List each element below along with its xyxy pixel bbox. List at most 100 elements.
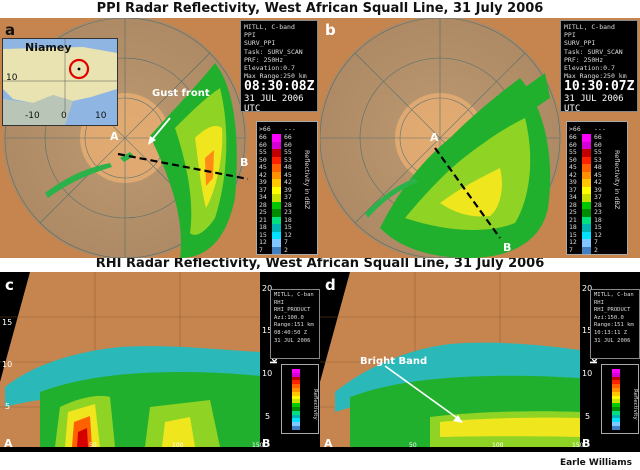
legend-swatch [582, 149, 591, 157]
inset-lon-tick-3: 10 [95, 111, 107, 121]
radar-info-box-b: MITLL, C-band PPI SURV_PPI Task: SURV_SC… [560, 20, 638, 114]
image-credit: Earle Williams [559, 458, 632, 468]
radar-info-box-a: MITLL, C-band PPI SURV_PPI Task: SURV_SC… [240, 20, 318, 114]
point-b-label-b: B [503, 241, 512, 254]
legend-left-value: 28 [569, 200, 577, 209]
y-tick-c-15: 15 [2, 318, 13, 327]
legend-left-value: 50 [569, 155, 577, 164]
legend-right-value: 18 [284, 215, 292, 224]
legend-left-value: 7 [259, 245, 263, 254]
legend-right-value: 37 [594, 193, 602, 201]
legend-swatch [612, 369, 620, 373]
legend-swatch [582, 186, 591, 194]
legend-swatch [292, 422, 300, 426]
legend-swatch [612, 410, 620, 415]
legend-left-value: 15 [569, 230, 577, 239]
info-line: Task: SURV_SCAN [564, 47, 623, 56]
info-line: 10:13:11 Z [594, 329, 628, 336]
legend-right-value: 48 [284, 163, 292, 171]
radar-info-box-c: MITLL, C-ban RHI RHI_PRODUCT Azi:100.0 R… [270, 289, 320, 359]
legend-swatch [292, 414, 300, 419]
cross-section-line-a [117, 152, 249, 181]
info-line: PRF: 250Hz [244, 55, 284, 64]
x-tick-c-100: 100 [172, 442, 184, 449]
info-line: PPI [244, 31, 256, 40]
info-line: MITLL, C-ban [594, 292, 634, 298]
scan-time-a: 08:30:08Z [244, 79, 315, 95]
info-line: PPI [564, 31, 576, 40]
legend-swatch [292, 403, 300, 407]
legend-right-value: 66 [594, 133, 602, 141]
legend-left-value: 60 [259, 140, 267, 149]
x-tick-d-150: 150 [572, 442, 584, 449]
legend-swatch [272, 231, 281, 239]
legend-left-value: 34 [259, 193, 267, 201]
legend-swatch [272, 224, 281, 232]
legend-left-value: 60 [569, 140, 577, 149]
legend-top-right: --- [594, 125, 606, 133]
legend-right-value: 28 [594, 200, 602, 209]
y-tick-c-5: 5 [5, 402, 11, 411]
x-tick-c-150: 150 [252, 442, 264, 449]
legend-left-value: 45 [569, 163, 577, 171]
point-a-label-b: A [430, 131, 439, 144]
legend-swatch [272, 194, 281, 202]
info-line: 08:40:50 Z [274, 329, 308, 336]
info-line: MITLL, C-band [564, 23, 615, 31]
cross-section-line-b [434, 147, 501, 239]
legend-right-value: 42 [594, 178, 602, 186]
ppi-panel-b: b A B MITLL, C-band PPI SURV_PPI Task: S… [320, 18, 640, 258]
legend-swatch [292, 391, 300, 396]
legend-swatch [582, 179, 591, 187]
legend-top-label: >66 [569, 125, 581, 133]
legend-swatch [272, 156, 281, 164]
legend-right-value: 37 [284, 193, 292, 201]
legend-top-label: >66 [259, 125, 271, 133]
legend-right-value: 55 [284, 148, 292, 156]
point-a-label-a: A [110, 130, 119, 143]
info-line: PRF: 250Hz [564, 55, 604, 64]
legend-swatch [292, 399, 300, 404]
legend-left-value: 55 [569, 148, 577, 156]
legend-left-value: 50 [259, 155, 267, 164]
legend-swatch [612, 418, 620, 423]
legend-right-value: 15 [284, 223, 292, 231]
legend-right-value: 12 [284, 230, 292, 239]
info-line: RHI [594, 299, 604, 306]
info-line: Task: SURV_SCAN [244, 47, 303, 56]
legend-top-right: --- [284, 125, 296, 133]
y-tick-c-5-right: 5 [265, 412, 271, 421]
legend-swatch [272, 164, 281, 172]
legend-title-b: Reflectivity in dBZ [613, 150, 621, 210]
legend-swatch [272, 179, 281, 187]
legend-swatch [292, 380, 300, 385]
legend-left-value: 55 [259, 148, 267, 156]
niamey-marker-icon [68, 58, 90, 80]
legend-right-value: 53 [594, 155, 602, 164]
legend-swatch [612, 407, 620, 411]
point-a-label-d: A [324, 437, 333, 450]
legend-left-value: 28 [259, 200, 267, 209]
legend-right-value: 48 [594, 163, 602, 171]
legend-swatch [582, 171, 591, 179]
info-line: Max Range:250 km [564, 72, 627, 81]
legend-swatch [272, 209, 281, 217]
legend-swatch [582, 194, 591, 202]
legend-swatch [612, 399, 620, 404]
rhi-scan-d [320, 272, 640, 452]
legend-right-value: 23 [594, 208, 602, 216]
legend-left-value: 7 [569, 245, 573, 254]
legend-swatch [582, 134, 591, 142]
legend-swatch [272, 141, 281, 149]
legend-left-value: 42 [569, 170, 577, 179]
rhi-panel-d: d Bright Band A B 20 15 10 5 50 100 150 … [320, 272, 640, 452]
legend-swatch [272, 134, 281, 142]
reflectivity-legend-c: Reflectivity [281, 364, 319, 434]
legend-left-value: 25 [569, 208, 577, 216]
legend-right-value: 7 [594, 238, 598, 246]
inset-city-label: Niamey [25, 41, 72, 54]
info-line: Max Range:250 km [244, 72, 307, 81]
legend-swatch [272, 171, 281, 179]
rhi-title: RHI Radar Reflectivity, West African Squ… [95, 256, 545, 271]
legend-swatch [272, 246, 281, 254]
